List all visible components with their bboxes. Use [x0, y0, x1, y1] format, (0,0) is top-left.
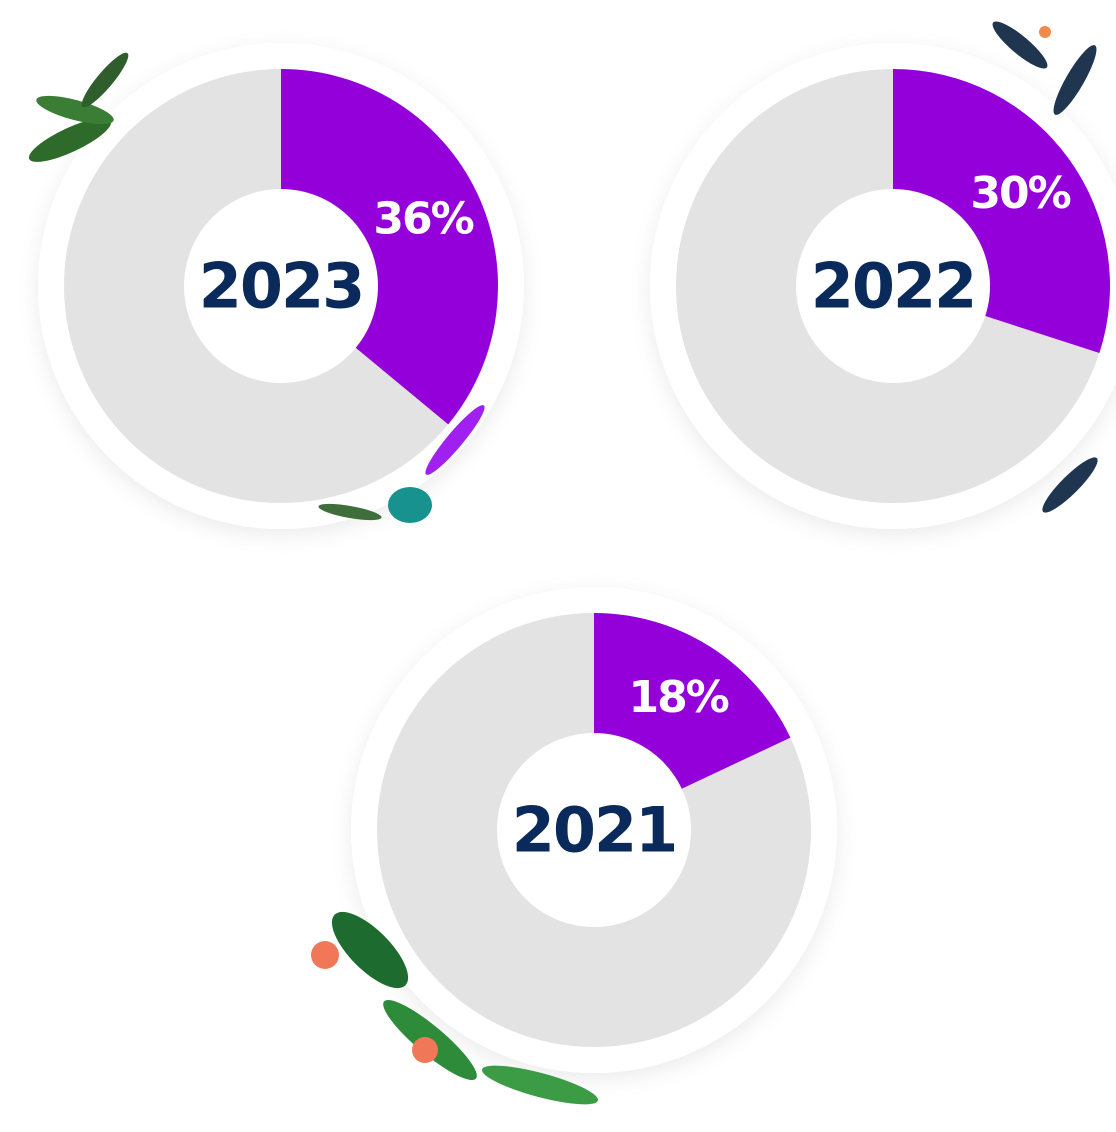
donut: 18% 2021	[351, 587, 837, 1073]
value-label: 30%	[970, 168, 1070, 219]
center-label: 2022	[811, 250, 976, 323]
donut-charts: 36%2023 30% 2022 18% 2021	[0, 0, 1116, 1132]
value-label: 36%	[373, 194, 473, 245]
value-label: 18%	[628, 672, 728, 723]
center-label: 2023	[199, 250, 364, 323]
center-label: 2021	[512, 794, 677, 867]
donut: 30% 2022	[650, 43, 1116, 529]
